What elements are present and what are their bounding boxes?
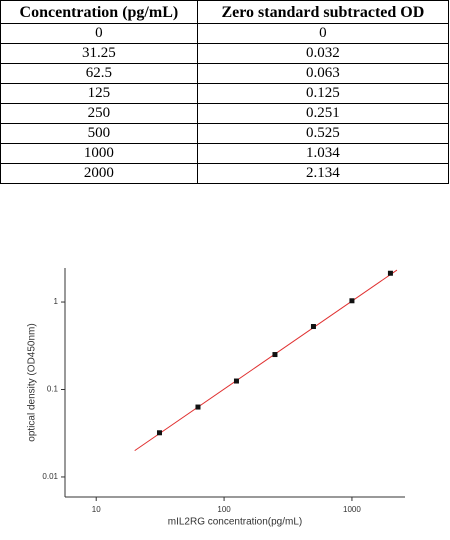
table-cell: 125 (0, 83, 198, 104)
x-tick-label: 100 (217, 505, 231, 514)
data-table: Concentration (pg/mL) Zero standard subtr… (0, 0, 450, 184)
table-cell: 62.5 (0, 63, 198, 84)
x-tick-label: 1000 (343, 505, 361, 514)
table-cell: 2000 (0, 163, 198, 184)
data-point (272, 352, 278, 358)
table-row: 1000 1.034 (0, 143, 450, 164)
table-cell: 0.032 (196, 43, 450, 64)
table-row: 2000 2.134 (0, 163, 450, 184)
y-tick-label: 1 (54, 297, 59, 306)
table-cell: 2.134 (196, 163, 450, 184)
data-point (387, 270, 393, 276)
chart: 10 100 1000 0.01 0.1 1 mIL2RG concentration(pg… (27, 268, 405, 528)
x-tick-label: 10 (92, 505, 101, 514)
table-row: 62.5 0.063 (0, 63, 450, 84)
data-point (349, 298, 355, 304)
table-cell: 31.25 (0, 43, 198, 64)
header-cell: Zero standard subtracted OD (196, 0, 450, 24)
header-row: Concentration (pg/mL) Zero standard subtr… (0, 0, 450, 24)
fit-line (134, 269, 398, 452)
data-point (156, 430, 162, 436)
table-cell: 0 (196, 23, 450, 44)
table-row: 500 0.525 (0, 123, 450, 144)
header-cell: Concentration (pg/mL) (0, 0, 198, 24)
data-point (233, 378, 239, 384)
table-cell: 1.034 (196, 143, 450, 164)
table-cell: 0.251 (196, 103, 450, 124)
table-cell: 0.063 (196, 63, 450, 84)
table-row: 125 0.125 (0, 83, 450, 104)
table-cell: 500 (0, 123, 198, 144)
y-axis-label: optical density (OD450nm) (27, 323, 38, 441)
table-cell: 0 (0, 23, 198, 44)
table-cell: 0.525 (196, 123, 450, 144)
y-tick-label: 0.1 (47, 385, 59, 394)
x-axis-label: mIL2RG concentration(pg/mL) (168, 517, 303, 528)
table-cell: 0.125 (196, 83, 450, 104)
table-cell: 250 (0, 103, 198, 124)
table-row: 31.25 0.032 (0, 43, 450, 64)
y-tick-label: 0.01 (42, 472, 58, 481)
table-row: 250 0.251 (0, 103, 450, 124)
table-cell: 1000 (0, 143, 198, 164)
data-point (195, 404, 201, 410)
data-point (310, 324, 316, 330)
